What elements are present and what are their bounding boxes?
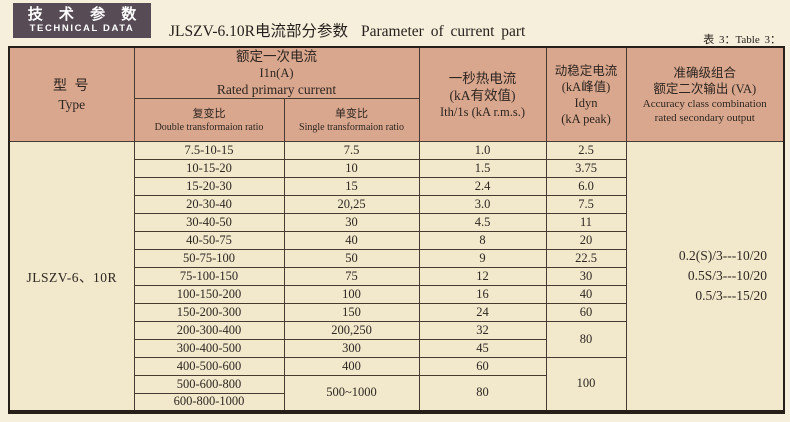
- cell-thermal-current: 3.0: [418, 195, 547, 214]
- cell-single-ratio: 10: [283, 159, 420, 178]
- cell-thermal-current: 9: [418, 249, 547, 268]
- cell-single-ratio: 15: [283, 177, 420, 196]
- cell-dynamic-current: 11: [545, 213, 627, 232]
- cell-double-ratio: 40-50-75: [133, 231, 285, 250]
- cell-thermal-current: 8: [418, 231, 547, 250]
- column-header-rated-primary-current: 额定一次电流 I1n(A) Rated primary current: [133, 46, 420, 99]
- cell-double-ratio: 200-300-400: [133, 321, 285, 340]
- cell-single-ratio: 300: [283, 339, 420, 358]
- cell-double-ratio: 150-200-300: [133, 303, 285, 322]
- cell-double-ratio: 10-15-20: [133, 159, 285, 178]
- cell-single-ratio: 40: [283, 231, 420, 250]
- table-row: 300-400-500 300 45: [9, 339, 784, 358]
- cell-thermal-current: 2.4: [418, 177, 547, 196]
- cell-thermal-current: 1.5: [418, 159, 547, 178]
- column-header-accuracy-class: 准确级组合 额定二次输出 (VA) Accuracy class combina…: [625, 46, 785, 142]
- column-header-dynamic-current: 动稳定电流 (kA峰值) Idyn (kA peak): [545, 46, 627, 142]
- cell-dynamic-current: 80: [545, 321, 627, 358]
- cell-dynamic-current: 7.5: [545, 195, 627, 214]
- accuracy-line: 0.5/3---15/20: [695, 287, 768, 303]
- cell-single-ratio: 75: [283, 267, 420, 286]
- table-row: JLSZV-6、10R 7.5-10-15 7.5 1.0 2.5 0.2(S)…: [8, 141, 785, 412]
- cell-thermal-current: 32: [418, 321, 547, 340]
- cell-dynamic-current: 2.5: [545, 141, 627, 160]
- cell-dynamic-current: 40: [545, 285, 627, 304]
- cell-single-ratio: 200,250: [283, 321, 420, 340]
- cell-single-ratio: 50: [283, 249, 420, 268]
- column-header-double-ratio: 复变比 Double transformaion ratio: [133, 98, 285, 142]
- cell-double-ratio: 7.5-10-15: [133, 141, 285, 160]
- cell-dynamic-current: 20: [545, 231, 627, 250]
- cell-dynamic-current: 30: [545, 267, 627, 286]
- cell-thermal-current: 16: [418, 285, 547, 304]
- table-row: 20-30-40 20,25 3.0 7.5: [9, 195, 784, 214]
- cell-single-ratio: 7.5: [283, 141, 420, 160]
- cell-double-ratio: 15-20-30: [133, 177, 285, 196]
- cell-dynamic-current: 6.0: [545, 177, 627, 196]
- cell-type-value: JLSZV-6、10R: [8, 141, 135, 412]
- cell-double-ratio: 500-600-800: [133, 375, 285, 394]
- cell-thermal-current: 4.5: [418, 213, 547, 232]
- accuracy-line: 0.5S/3---10/20: [687, 267, 768, 283]
- cell-double-ratio: 20-30-40: [133, 195, 285, 214]
- cell-thermal-current: 60: [418, 357, 547, 376]
- cell-thermal-current: 12: [418, 267, 547, 286]
- table-row: 600-800-1000: [9, 393, 784, 412]
- table-row: 30-40-50 30 4.5 11: [9, 213, 784, 232]
- page-title-zh: JLSZV-6.10R电流部分参数: [169, 23, 348, 40]
- badge-title-zh: 技 术 参 数: [27, 6, 143, 23]
- cell-accuracy-combination: 0.2(S)/3---10/20 0.5S/3---10/20 0.5/3---…: [625, 141, 785, 412]
- table-row: 40-50-75 40 8 20: [9, 231, 784, 250]
- cell-thermal-current: 45: [418, 339, 547, 358]
- cell-double-ratio: 30-40-50: [133, 213, 285, 232]
- technical-parameters-table: 型 号 Type 额定一次电流 I1n(A) Rated primary cur…: [8, 46, 786, 414]
- cell-thermal-current: 24: [418, 303, 547, 322]
- cell-single-ratio: 150: [283, 303, 420, 322]
- table-reference-label: 表 3：Table 3：: [703, 34, 781, 46]
- cell-dynamic-current: 60: [545, 303, 627, 322]
- table-row: 500-600-800 500~1000 80: [9, 375, 784, 412]
- technical-data-badge: 技 术 参 数 TECHNICAL DATA: [13, 3, 151, 38]
- cell-dynamic-current: 100: [545, 357, 627, 412]
- table-row: 50-75-100 50 9 22.5: [9, 249, 784, 268]
- cell-dynamic-current: 22.5: [545, 249, 627, 268]
- cell-double-ratio: 400-500-600: [133, 357, 285, 376]
- cell-single-ratio: 30: [283, 213, 420, 232]
- cell-double-ratio: 50-75-100: [133, 249, 285, 268]
- cell-double-ratio: 100-150-200: [133, 285, 285, 304]
- column-header-single-ratio: 单变比 Single transformaion ratio: [283, 98, 420, 142]
- cell-single-ratio: 20,25: [283, 195, 420, 214]
- cell-single-ratio: 500~1000: [283, 375, 420, 412]
- page-title-en: Parameter of current part: [361, 23, 526, 40]
- table-row: 100-150-200 100 16 40: [9, 285, 784, 304]
- badge-title-en: TECHNICAL DATA: [29, 23, 135, 34]
- cell-double-ratio: 75-100-150: [133, 267, 285, 286]
- column-header-type: 型 号 Type: [8, 46, 135, 142]
- cell-single-ratio: 400: [283, 357, 420, 376]
- cell-thermal-current: 80: [418, 375, 547, 412]
- cell-thermal-current: 1.0: [418, 141, 547, 160]
- cell-double-ratio: 300-400-500: [133, 339, 285, 358]
- page-title: JLSZV-6.10R电流部分参数 Parameter of current pa…: [169, 19, 525, 41]
- cell-single-ratio: 100: [283, 285, 420, 304]
- cell-dynamic-current: 3.75: [545, 159, 627, 178]
- column-header-thermal-current: 一秒热电流 (kA有效值) Ith/1s (kA r.m.s.): [418, 46, 547, 142]
- cell-double-ratio: 600-800-1000: [133, 393, 285, 412]
- accuracy-line: 0.2(S)/3---10/20: [678, 247, 768, 263]
